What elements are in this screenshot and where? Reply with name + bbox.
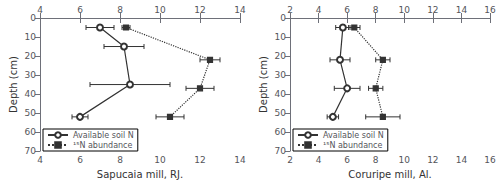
svg-text:16: 16 (484, 155, 496, 165)
svg-text:40: 40 (25, 89, 37, 99)
svg-text:14: 14 (456, 5, 468, 15)
svg-text:70: 70 (275, 146, 287, 156)
svg-text:12: 12 (194, 5, 205, 15)
svg-text:8: 8 (373, 155, 379, 165)
svg-text:10: 10 (399, 155, 411, 165)
svg-text:14: 14 (234, 5, 246, 15)
svg-text:6: 6 (77, 5, 83, 15)
svg-text:2: 2 (287, 155, 293, 165)
svg-text:¹⁵N abundance: ¹⁵N abundance (323, 141, 383, 150)
svg-text:6: 6 (344, 5, 350, 15)
svg-text:4: 4 (316, 5, 322, 15)
svg-text:12: 12 (194, 155, 205, 165)
svg-text:8: 8 (373, 5, 379, 15)
svg-text:4: 4 (316, 155, 322, 165)
svg-text:Coruripe mill, Al.: Coruripe mill, Al. (348, 169, 431, 180)
svg-text:Depth (cm): Depth (cm) (258, 56, 269, 113)
svg-text:0: 0 (30, 13, 36, 23)
svg-text:2: 2 (287, 5, 293, 15)
svg-text:30: 30 (275, 70, 287, 80)
svg-text:12: 12 (427, 5, 438, 15)
svg-text:14: 14 (234, 155, 246, 165)
svg-text:6: 6 (77, 155, 83, 165)
svg-text:12: 12 (427, 155, 438, 165)
svg-text:10: 10 (275, 32, 287, 42)
svg-text:0: 0 (280, 13, 286, 23)
svg-text:10: 10 (25, 32, 37, 42)
svg-text:4: 4 (37, 155, 43, 165)
svg-text:60: 60 (25, 127, 37, 137)
svg-text:Depth (cm): Depth (cm) (8, 56, 19, 113)
svg-text:40: 40 (275, 89, 287, 99)
svg-text:30: 30 (25, 70, 37, 80)
svg-text:Available soil N: Available soil N (73, 131, 134, 140)
svg-text:20: 20 (25, 51, 37, 61)
svg-text:10: 10 (154, 155, 166, 165)
svg-text:Available soil N: Available soil N (323, 131, 384, 140)
svg-text:Sapucaia mill, RJ.: Sapucaia mill, RJ. (97, 169, 183, 180)
svg-text:10: 10 (154, 5, 166, 15)
svg-text:60: 60 (275, 127, 287, 137)
svg-text:50: 50 (275, 108, 287, 118)
svg-text:10: 10 (399, 5, 411, 15)
svg-text:20: 20 (275, 51, 287, 61)
svg-text:¹⁵N abundance: ¹⁵N abundance (73, 141, 133, 150)
svg-text:14: 14 (456, 155, 468, 165)
svg-text:16: 16 (484, 5, 496, 15)
svg-text:70: 70 (25, 146, 37, 156)
svg-text:50: 50 (25, 108, 37, 118)
svg-text:4: 4 (37, 5, 43, 15)
svg-text:8: 8 (117, 5, 123, 15)
svg-text:8: 8 (117, 155, 123, 165)
svg-text:6: 6 (344, 155, 350, 165)
